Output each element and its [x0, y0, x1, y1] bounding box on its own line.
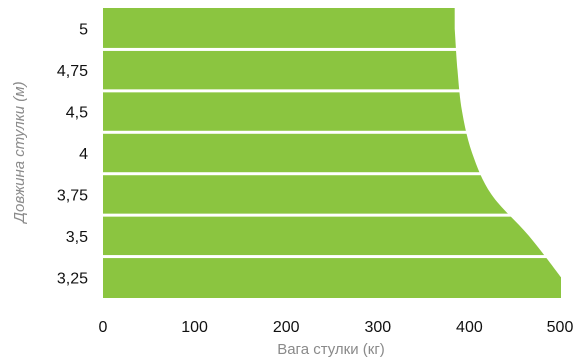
y-tick-labels: 5 4,75 4,5 4 3,75 3,5 3,25 [57, 22, 88, 288]
x-tick-label: 100 [181, 319, 208, 336]
bar-separator [102, 172, 564, 176]
bar-4,75 [103, 51, 457, 89]
y-tick-label: 3,25 [57, 270, 88, 287]
bar-3,25 [103, 258, 561, 296]
y-tick-label: 5 [79, 22, 88, 39]
bar-4 [103, 134, 472, 172]
y-tick-label: 3,5 [66, 229, 88, 246]
x-tick-labels: 0 100 200 300 400 500 [99, 319, 574, 336]
y-tick-label: 4 [79, 146, 88, 163]
x-tick-label: 400 [456, 319, 483, 336]
bar-separators [102, 10, 564, 296]
y-axis-title: Довжина стулки (м) [11, 81, 28, 224]
bar-area-envelope [103, 8, 561, 298]
x-tick-label: 0 [99, 319, 108, 336]
bar-4,5 [103, 92, 462, 130]
bar-5 [103, 10, 455, 48]
bar-separator [102, 130, 564, 134]
x-tick-label: 300 [364, 319, 391, 336]
bar-separator [102, 89, 564, 93]
x-tick-label: 200 [273, 319, 300, 336]
y-tick-label: 4,75 [57, 63, 88, 80]
bar-3,75 [103, 175, 491, 213]
x-axis-title: Вага стулки (кг) [277, 341, 385, 358]
bar-separator [102, 255, 564, 259]
y-tick-label: 4,5 [66, 105, 88, 122]
y-tick-label: 3,75 [57, 187, 88, 204]
x-tick-label: 500 [547, 319, 574, 336]
bar-separator [102, 47, 564, 51]
bar-3,5 [103, 217, 529, 255]
bar-separator [102, 213, 564, 217]
